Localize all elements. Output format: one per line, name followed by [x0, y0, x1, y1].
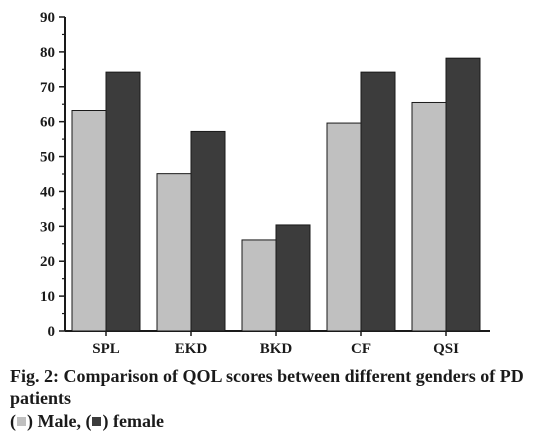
x-tick-label: SPL — [92, 341, 120, 357]
legend-male-label: ) Male, ( — [27, 411, 92, 431]
plot-area: 0 10 20 30 40 50 60 70 80 90 SPL EKD BKD CF QSI — [40, 10, 490, 357]
y-tick-label: 90 — [40, 10, 55, 26]
x-tick-label: EKD — [175, 341, 208, 357]
bar-male-ekd — [156, 173, 192, 332]
y-tick-label: 20 — [40, 254, 55, 270]
legend-open: ( — [10, 411, 16, 431]
bar-male-cf — [326, 122, 362, 332]
bar-male-spl — [71, 110, 107, 332]
female-swatch — [92, 417, 102, 426]
legend-female-label: ) female — [102, 411, 164, 431]
y-tick-label: 60 — [40, 115, 55, 131]
y-tick-label: 0 — [48, 324, 56, 340]
bar-chart: 0 10 20 30 40 50 60 70 80 90 SPL EKD BKD CF QSI — [40, 10, 490, 357]
bar-female-ekd — [190, 130, 226, 332]
y-tick-label: 30 — [40, 219, 55, 235]
x-tick-label: CF — [351, 341, 371, 357]
y-tick-label: 70 — [40, 80, 55, 96]
figure-caption: Fig. 2: Comparison of QOL scores between… — [10, 366, 524, 408]
bar-female-spl — [105, 71, 141, 332]
bar-female-cf — [360, 71, 396, 332]
bar-female-qsi — [445, 57, 481, 332]
x-tick-label: BKD — [260, 341, 293, 357]
male-swatch — [17, 417, 26, 426]
y-tick-label: 10 — [40, 289, 55, 305]
bar-female-bkd — [275, 224, 311, 332]
bar-male-bkd — [241, 239, 277, 332]
y-tick-label: 50 — [40, 150, 55, 166]
y-tick-label: 80 — [40, 45, 55, 61]
x-tick-label: QSI — [433, 341, 459, 357]
bar-male-qsi — [411, 101, 447, 332]
legend-caption: ( ) Male, ( ) female — [10, 410, 530, 432]
y-tick-label: 40 — [40, 184, 55, 200]
